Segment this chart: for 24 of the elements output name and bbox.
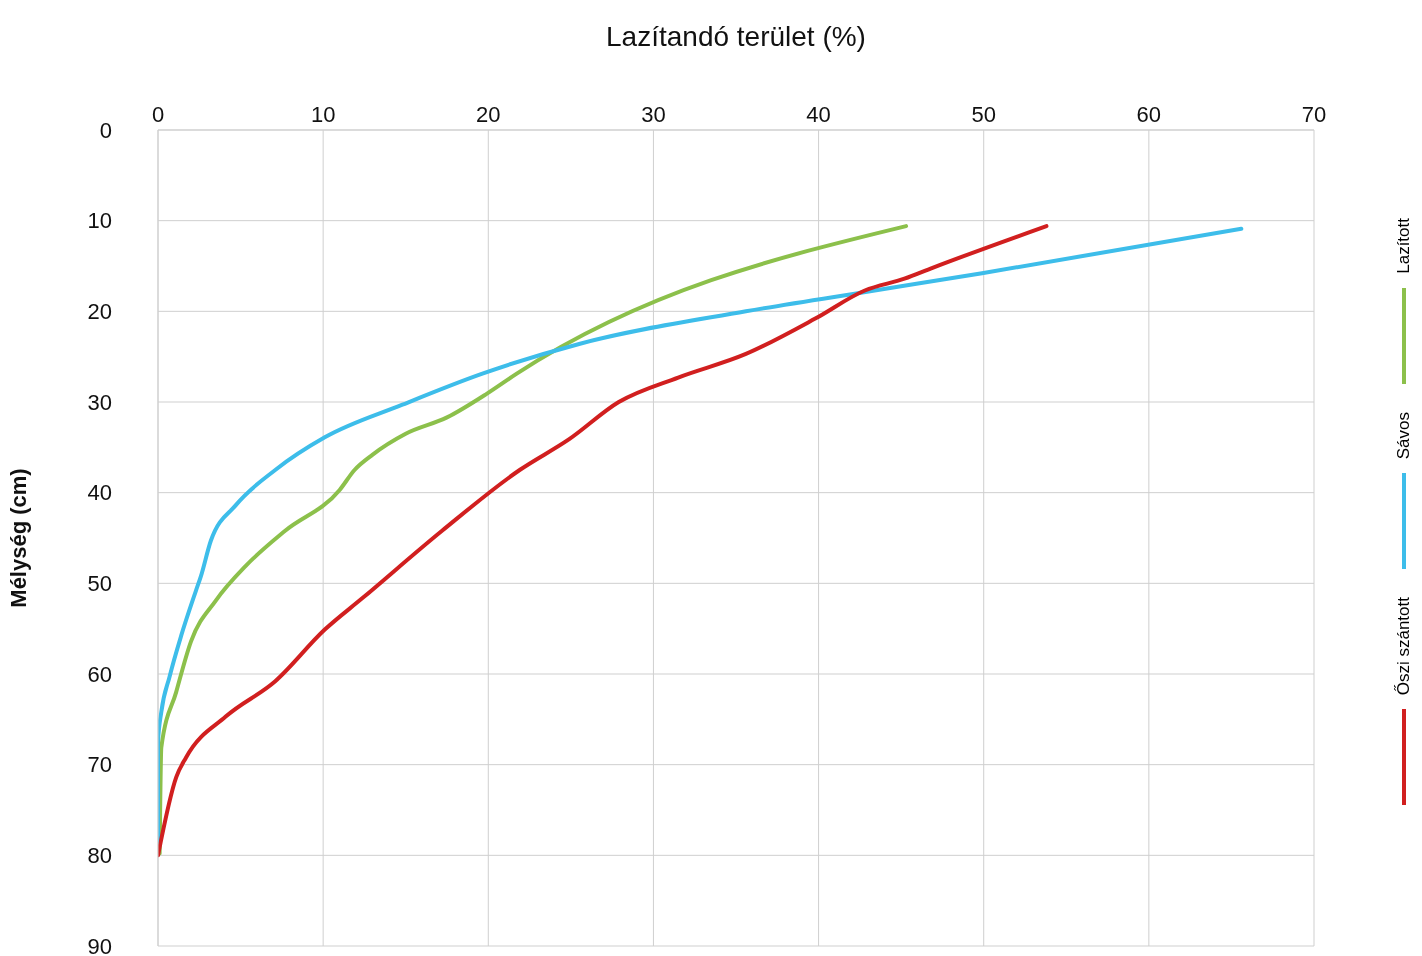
x-axis-title: Lazítandó terület (%) [606, 20, 866, 52]
text: Őszi szántott [1394, 597, 1414, 696]
x-tick-label: 30 [641, 102, 666, 127]
y-tick-label: 40 [87, 480, 112, 506]
text: Sávos [1394, 411, 1414, 460]
y-tick-label: 80 [87, 843, 112, 869]
x-tick-label: 0 [151, 102, 165, 127]
x-tick-label: 60 [1136, 102, 1162, 127]
y-tick-label: 30 [87, 389, 112, 415]
line-series [158, 224, 909, 856]
x-tick-label: 20 [476, 102, 501, 127]
y-tick-label: 50 [87, 571, 112, 597]
y-tick-label: 60 [87, 661, 112, 687]
x-tick-label: 70 [1301, 102, 1327, 127]
text: Lazított [1394, 218, 1414, 274]
y-tick-label: 90 [87, 933, 112, 956]
y-tick-label: 70 [87, 752, 112, 778]
x-tick-label: 10 [310, 102, 336, 127]
x-tick-label: 50 [971, 102, 996, 127]
x-tick-label: 40 [806, 102, 831, 127]
line-series [158, 224, 1049, 858]
y-axis-title: Mélység (cm) [5, 468, 31, 608]
y-tick-label: 10 [87, 208, 112, 234]
y-tick-label: 20 [87, 299, 112, 325]
